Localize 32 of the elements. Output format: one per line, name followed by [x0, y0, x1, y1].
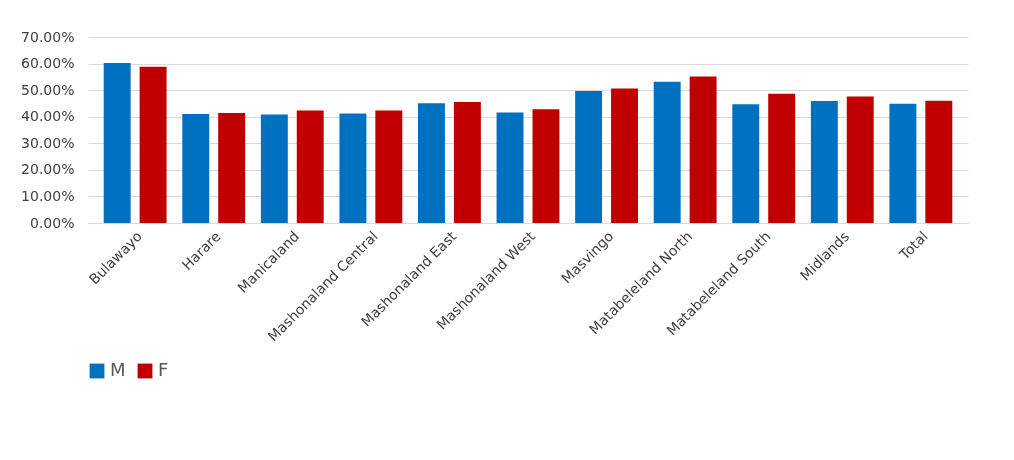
- bar: [496, 112, 524, 223]
- bar: [218, 112, 246, 223]
- y-tick-label: 30.00%: [21, 134, 75, 151]
- bar: [339, 113, 367, 223]
- bar: [103, 63, 131, 223]
- y-tick-label: 50.00%: [21, 81, 75, 98]
- bar: [925, 100, 953, 223]
- bar: [418, 103, 445, 223]
- y-tick-label: 0.00%: [30, 214, 75, 231]
- bar: [653, 81, 681, 223]
- bar: [689, 76, 717, 223]
- bar: [296, 110, 324, 223]
- bar: [768, 93, 796, 223]
- bar: [889, 103, 917, 223]
- bar: [139, 66, 167, 223]
- bar: [375, 110, 403, 223]
- y-tick-label: 60.00%: [21, 55, 75, 72]
- y-tick-label: 70.00%: [21, 28, 75, 45]
- bar: [453, 102, 481, 223]
- y-tick-label: 40.00%: [21, 108, 75, 125]
- y-tick-label: 20.00%: [21, 161, 75, 178]
- bar: [732, 104, 760, 223]
- legend-label: F: [158, 359, 169, 380]
- bar: [260, 114, 288, 223]
- bar: [532, 109, 560, 223]
- bar: [846, 96, 874, 223]
- legend-label: M: [110, 359, 126, 380]
- y-tick-label: 10.00%: [21, 187, 75, 204]
- bar: [611, 88, 638, 223]
- bar: [182, 114, 210, 223]
- bar: [810, 101, 838, 223]
- bar: [575, 90, 603, 223]
